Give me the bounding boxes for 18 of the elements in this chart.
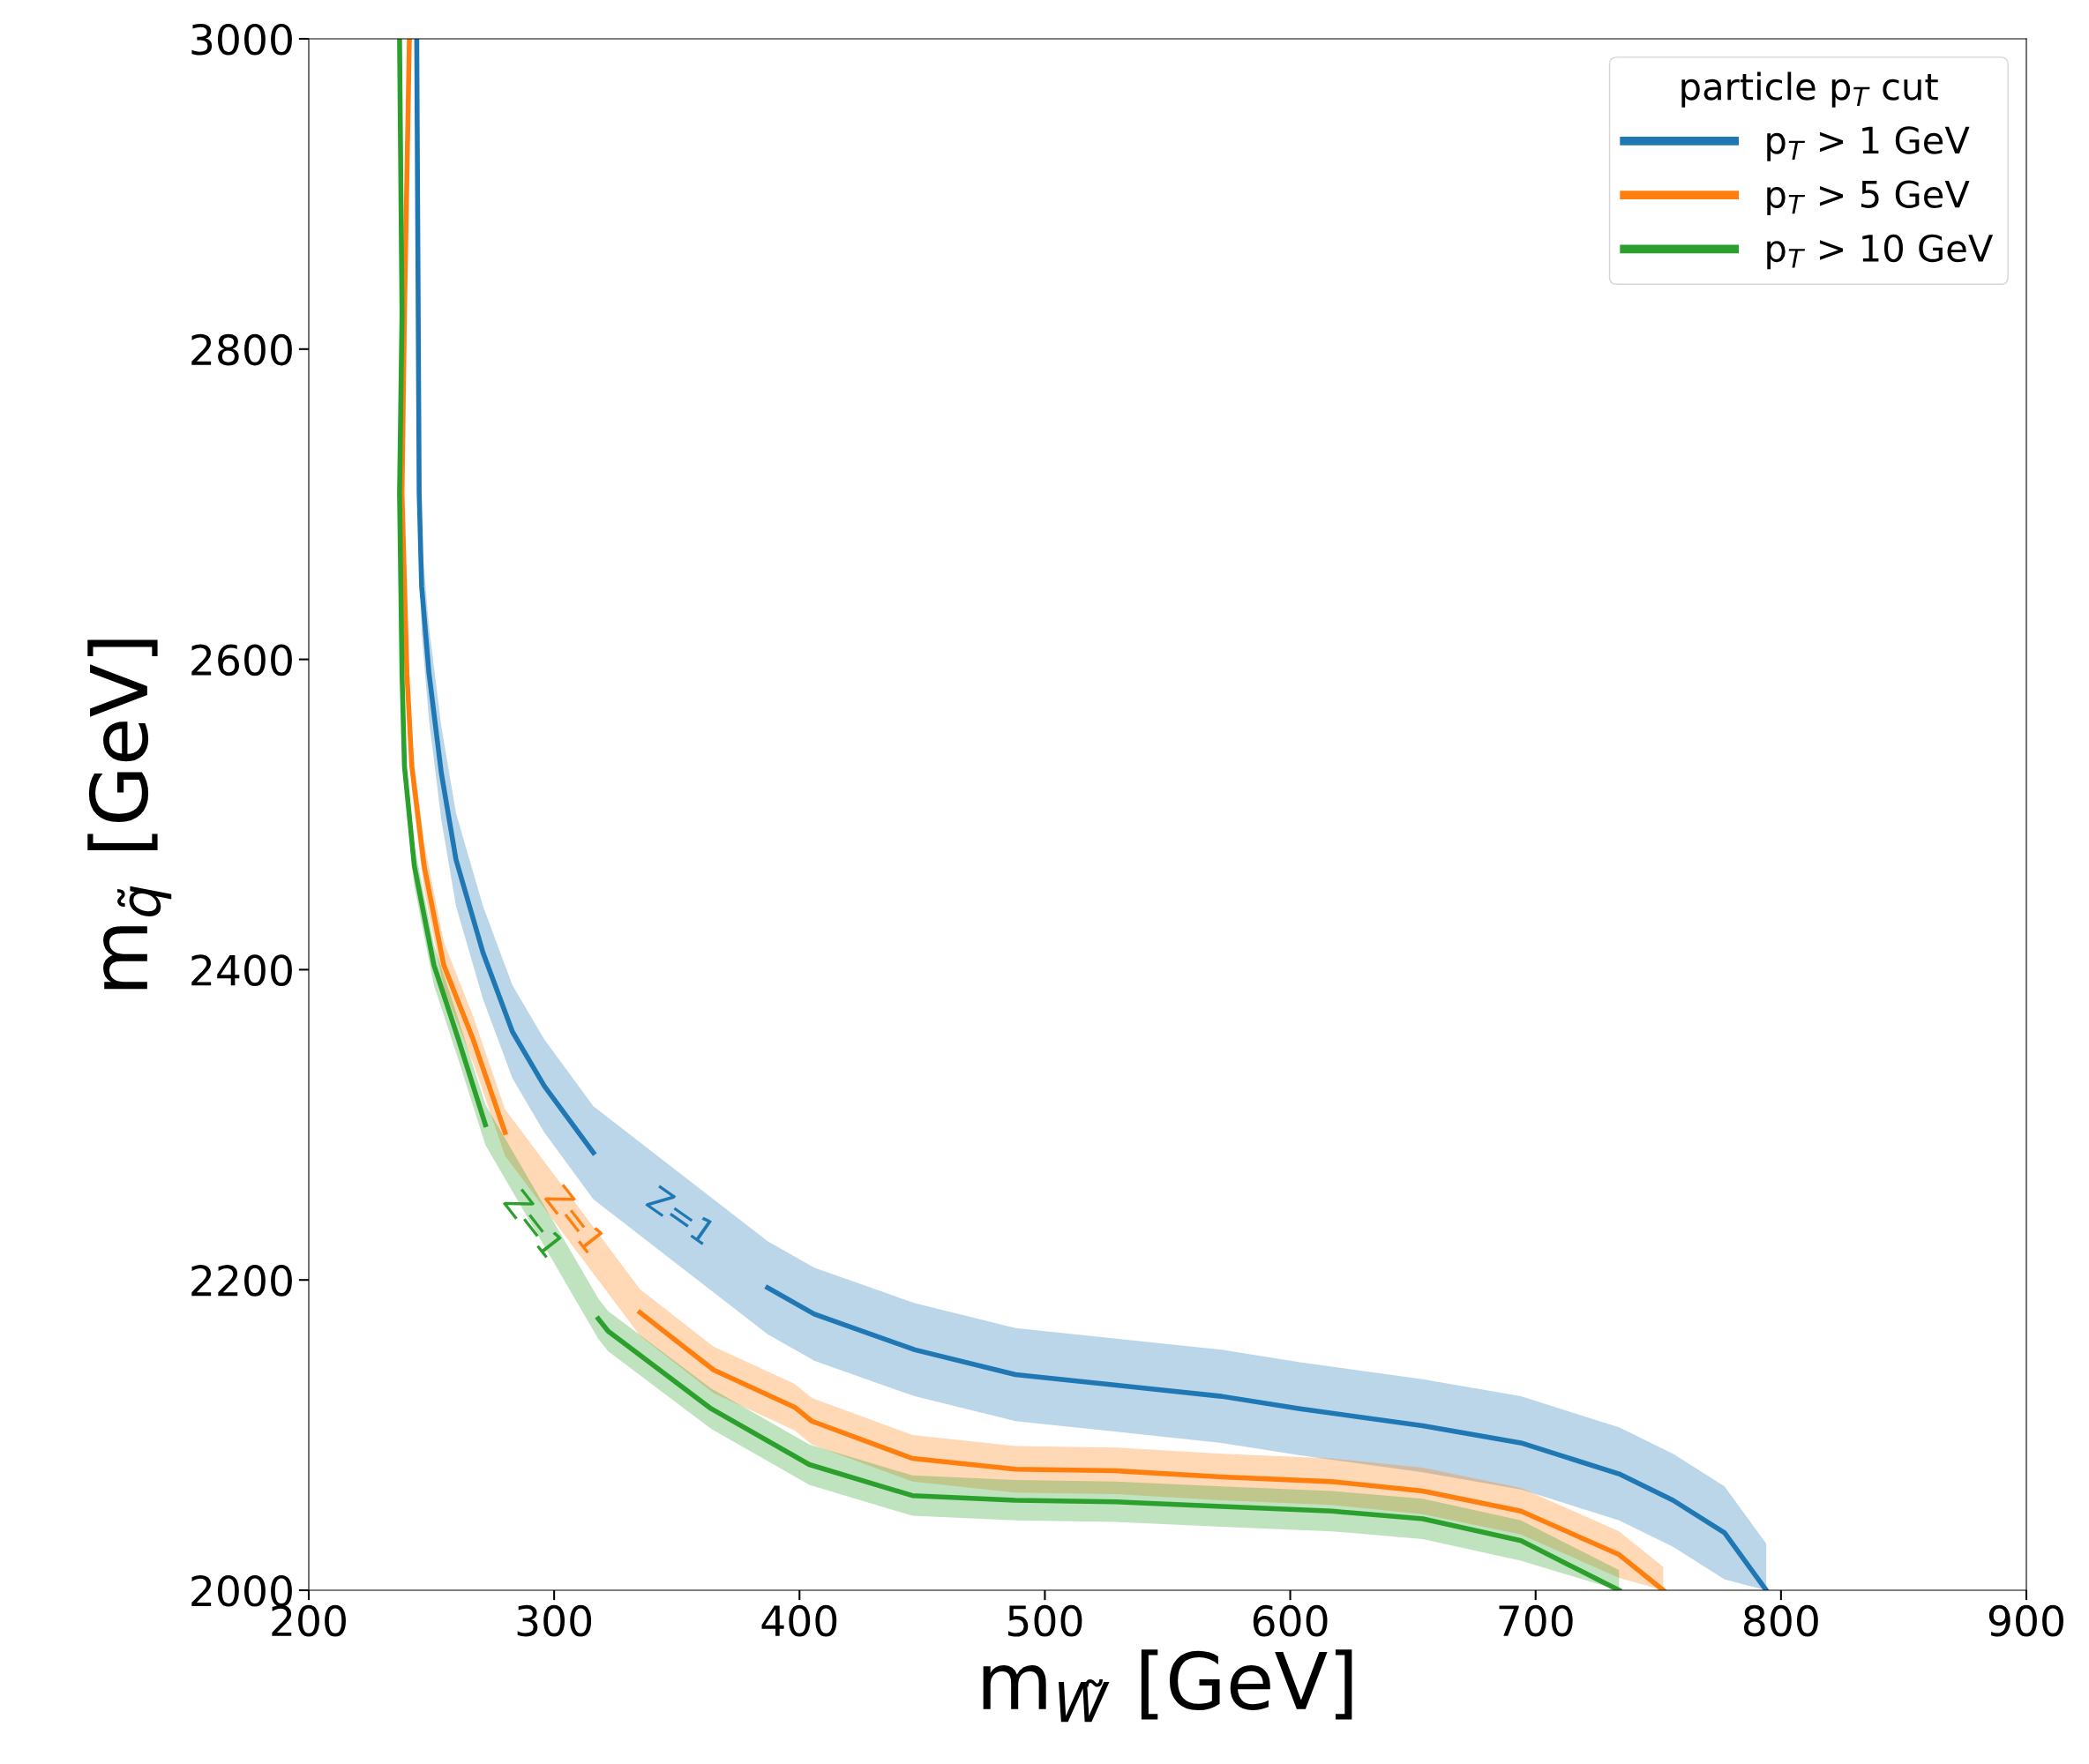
y-axis-title: m$_{q̃}$ [GeV] [87,639,172,990]
y-tick-label: 3000 [191,23,292,56]
x-tick-label: 700 [1499,1604,1573,1637]
x-tick-label: 800 [1743,1604,1818,1637]
x-tick-label: 400 [761,1604,837,1637]
x-tick-label: 500 [1008,1604,1082,1637]
y-tick-label: 2200 [191,1265,292,1297]
legend-title: particle p$_{T}$ cut [1681,71,1938,108]
legend-label: p$_{T}$ > 5 GeV [1767,180,1970,215]
y-tick-label: 2800 [191,333,292,366]
x-tick-label: 300 [517,1604,592,1637]
y-tick-label: 2600 [191,644,292,676]
legend-label: p$_{T}$ > 1 GeV [1767,126,1970,161]
x-tick-label: 600 [1253,1604,1328,1637]
y-tick-label: 2400 [191,954,292,987]
x-axis-title: m$_{W̃}$ [GeV] [983,1649,1352,1723]
legend-label: p$_{T}$ > 10 GeV [1767,234,1994,270]
x-tick-label: 900 [1988,1604,2063,1637]
